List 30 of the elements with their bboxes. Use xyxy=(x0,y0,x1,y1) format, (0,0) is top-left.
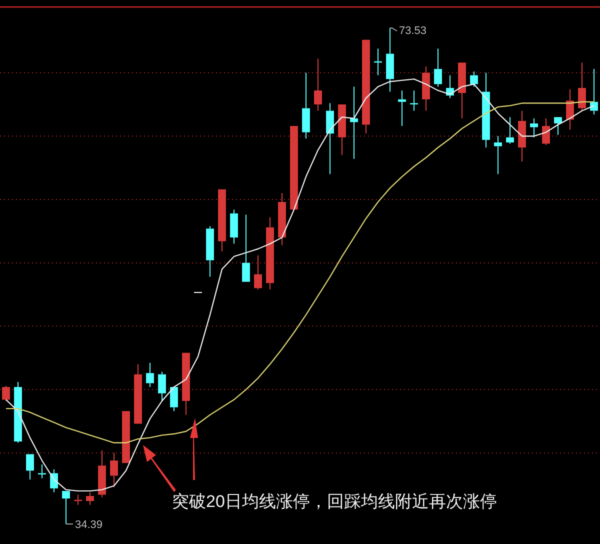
candlestick xyxy=(590,68,598,116)
candlestick xyxy=(278,192,286,246)
candlestick xyxy=(494,136,502,175)
candlestick xyxy=(482,72,490,148)
candlestick xyxy=(302,72,310,140)
candlestick xyxy=(434,48,442,88)
candlestick xyxy=(38,464,46,479)
candlestick xyxy=(86,492,94,506)
leader: 34.39 xyxy=(66,519,103,531)
candlestick xyxy=(518,110,526,162)
candlestick xyxy=(386,28,394,92)
annotation: 73.53 xyxy=(399,25,427,37)
candlestick xyxy=(206,226,214,278)
candlestick xyxy=(530,118,538,138)
candlestick xyxy=(398,90,406,126)
candlestick xyxy=(14,381,22,444)
candlestick xyxy=(254,254,262,290)
candlestick xyxy=(146,362,154,388)
leader: 73.53 xyxy=(390,25,427,37)
candlestick xyxy=(98,450,106,498)
candlestick xyxy=(326,102,334,175)
candlestick xyxy=(422,66,430,112)
annotation: 34.39 xyxy=(75,519,103,531)
candlestick xyxy=(230,209,238,244)
candlestick xyxy=(410,90,418,112)
candlestick xyxy=(314,58,322,112)
candlestick xyxy=(110,452,118,488)
candlestick xyxy=(266,216,274,290)
annotation: 突破20日均线涨停，回踩均线附近再次涨停 xyxy=(172,492,497,511)
candlestick xyxy=(542,118,550,146)
